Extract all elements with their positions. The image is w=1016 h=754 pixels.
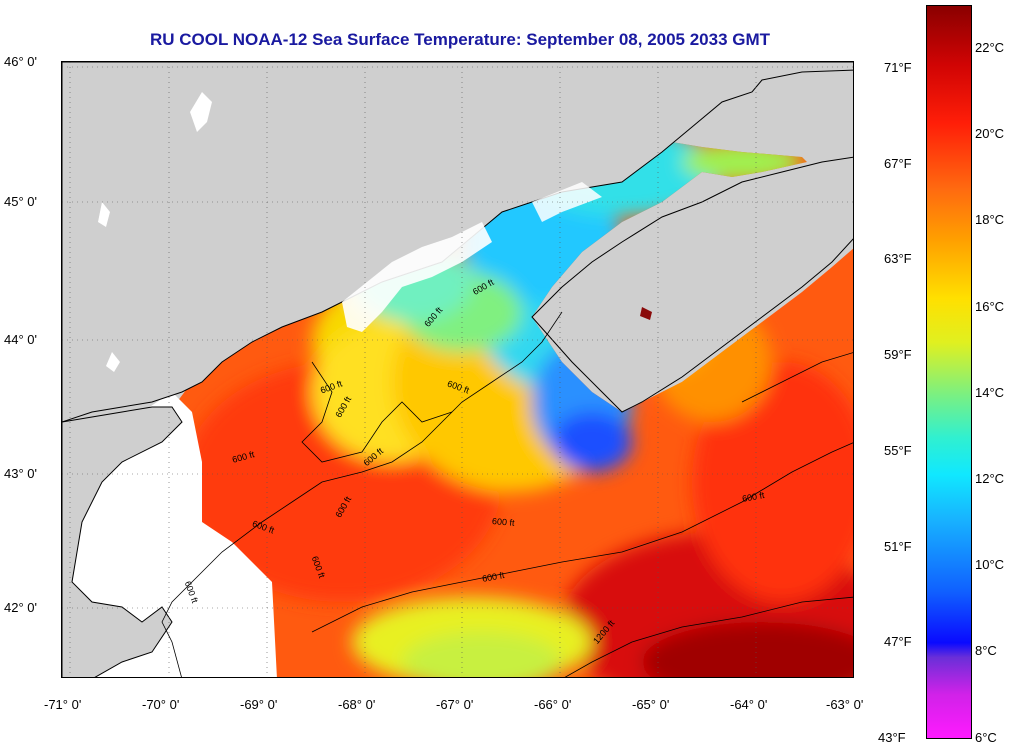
massachusetts-coast bbox=[62, 406, 183, 677]
contour-label: 600 ft bbox=[491, 516, 515, 528]
celsius-label: 18°C bbox=[975, 212, 1005, 227]
nova-scotia bbox=[531, 156, 853, 413]
sst-map: 600 ft 600 ft 600 ft 600 ft 600 ft 600 f… bbox=[61, 61, 854, 678]
celsius-label: 20°C bbox=[975, 126, 1005, 141]
longitude-label: -63° 0' bbox=[826, 697, 864, 712]
longitude-label: -71° 0' bbox=[44, 697, 82, 712]
lake bbox=[190, 92, 212, 132]
longitude-label: -64° 0' bbox=[730, 697, 768, 712]
fahrenheit-label: 51°F bbox=[884, 539, 912, 554]
cloud-patch bbox=[342, 222, 492, 332]
latitude-label: 44° 0' bbox=[4, 332, 37, 347]
fahrenheit-label: 47°F bbox=[884, 634, 912, 649]
longitude-label: -70° 0' bbox=[142, 697, 180, 712]
temperature-colorbar bbox=[926, 5, 972, 739]
latitude-label: 42° 0' bbox=[4, 600, 37, 615]
fahrenheit-label: 55°F bbox=[884, 443, 912, 458]
celsius-label: 6°C bbox=[975, 730, 997, 745]
fahrenheit-label: 63°F bbox=[884, 251, 912, 266]
longitude-label: -68° 0' bbox=[338, 697, 376, 712]
map-title: RU COOL NOAA-12 Sea Surface Temperature:… bbox=[149, 30, 771, 49]
lake bbox=[98, 202, 110, 227]
celsius-label: 22°C bbox=[975, 40, 1005, 55]
longitude-label: -66° 0' bbox=[534, 697, 572, 712]
fahrenheit-label: 71°F bbox=[884, 60, 912, 75]
celsius-label: 8°C bbox=[975, 643, 997, 658]
bathymetry-contours bbox=[161, 311, 853, 677]
celsius-label: 10°C bbox=[975, 557, 1005, 572]
celsius-label: 12°C bbox=[975, 471, 1005, 486]
sst-map-canvas bbox=[62, 62, 853, 677]
longitude-label: -69° 0' bbox=[240, 697, 278, 712]
lake bbox=[106, 352, 120, 372]
celsius-label: 14°C bbox=[975, 385, 1005, 400]
graticule bbox=[62, 62, 853, 677]
fahrenheit-label: 59°F bbox=[884, 347, 912, 362]
latitude-label: 45° 0' bbox=[4, 194, 37, 209]
longitude-label: -67° 0' bbox=[436, 697, 474, 712]
latitude-label: 43° 0' bbox=[4, 466, 37, 481]
celsius-label: 16°C bbox=[975, 299, 1005, 314]
fahrenheit-label: 43°F bbox=[878, 730, 906, 745]
latitude-label: 46° 0' bbox=[4, 54, 37, 69]
fahrenheit-label: 67°F bbox=[884, 156, 912, 171]
longitude-label: -65° 0' bbox=[632, 697, 670, 712]
lake bbox=[640, 307, 652, 320]
